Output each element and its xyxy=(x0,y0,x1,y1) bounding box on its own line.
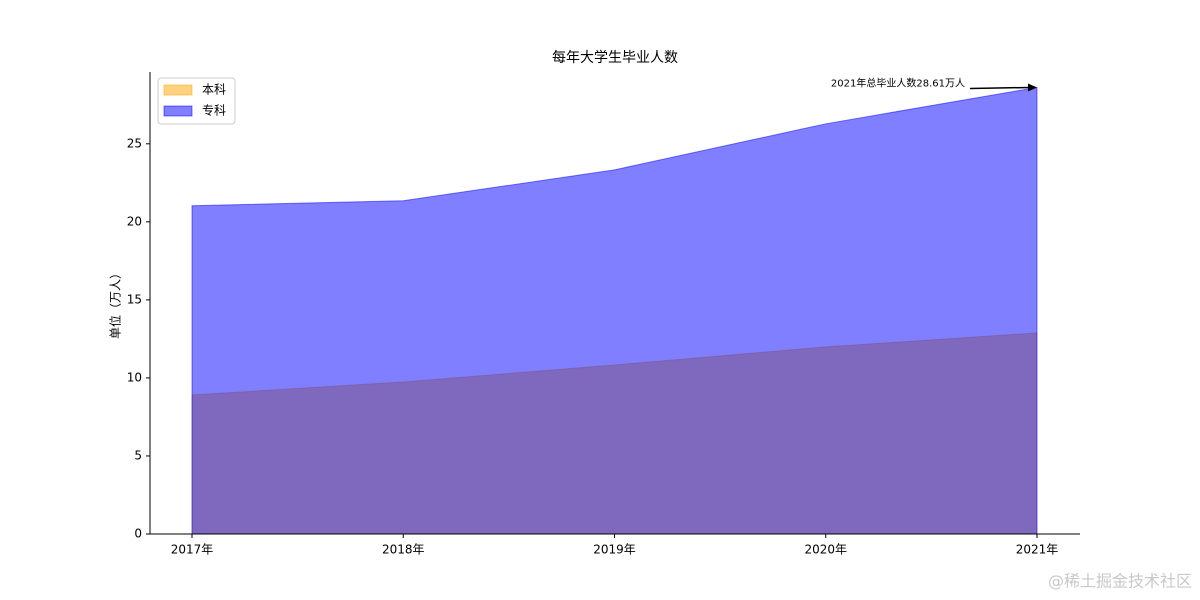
annotation-arrowhead xyxy=(1028,83,1037,92)
y-tick-label: 5 xyxy=(134,448,142,462)
y-tick-label: 10 xyxy=(127,370,142,384)
y-tick-label: 25 xyxy=(127,136,142,150)
annotation-arrow xyxy=(969,86,1032,90)
x-tick-label: 2018年 xyxy=(382,543,425,557)
legend-swatch xyxy=(163,84,193,96)
legend-label: 本科 xyxy=(202,83,226,97)
y-tick-label: 20 xyxy=(127,214,142,228)
x-tick-label: 2017年 xyxy=(171,543,214,557)
y-axis-label: 单位（万人） xyxy=(108,267,123,339)
watermark: @稀土掘金技术社区 xyxy=(1048,572,1192,591)
legend-label: 专科 xyxy=(202,103,226,118)
annotation: 2021年总毕业人数28.61万人 xyxy=(831,76,965,89)
area xyxy=(191,86,1038,535)
y-tick-label: 15 xyxy=(127,292,142,306)
x-tick-label: 2021年 xyxy=(1016,543,1059,557)
x-tick-label: 2019年 xyxy=(593,543,636,557)
legend-swatch xyxy=(163,105,193,117)
x-tick-label: 2020年 xyxy=(804,543,847,557)
y-tick-label: 0 xyxy=(134,527,142,541)
chart-title: 每年大学生毕业人数 xyxy=(552,50,678,66)
